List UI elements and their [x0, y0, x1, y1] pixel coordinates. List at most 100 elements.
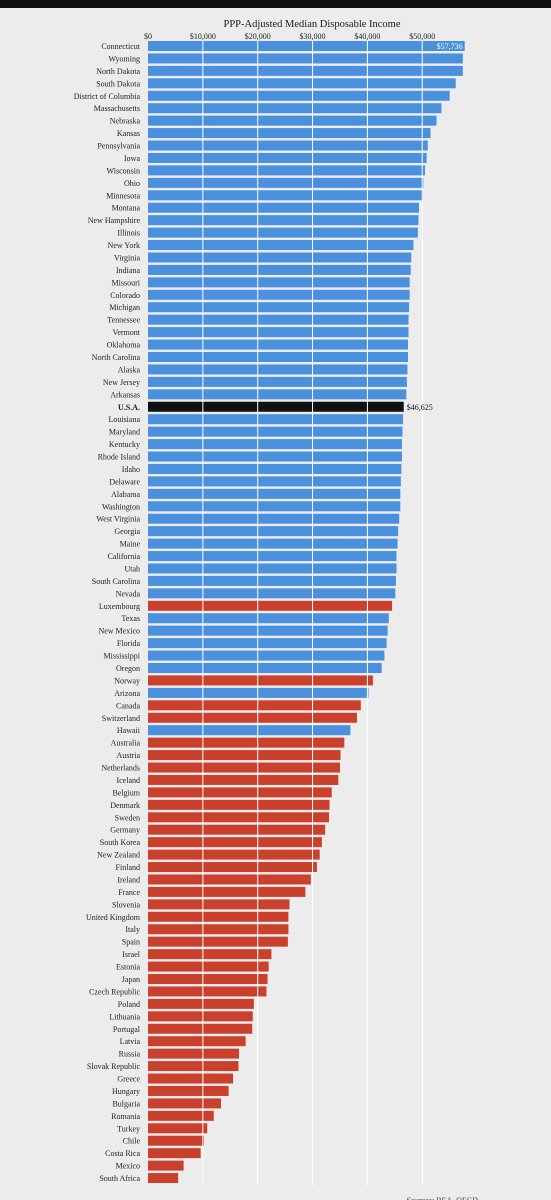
category-label: Kentucky: [109, 440, 140, 449]
category-label: South Dakota: [96, 79, 140, 88]
category-label: Kansas: [117, 129, 140, 138]
bar: [148, 352, 408, 362]
category-label: Connecticut: [101, 42, 140, 51]
bar: [148, 41, 465, 51]
category-label: Florida: [117, 639, 141, 648]
bar: [148, 563, 397, 574]
bar: [148, 426, 403, 437]
category-label: Poland: [118, 1000, 140, 1009]
bar: [148, 725, 351, 736]
chart-title: PPP-Adjusted Median Disposable Income: [223, 19, 400, 30]
bar: [148, 501, 401, 512]
category-label: New York: [108, 241, 140, 250]
category-label: Maine: [120, 540, 141, 549]
bar: [148, 1135, 204, 1146]
category-label: Finland: [116, 863, 140, 872]
category-label: Canada: [116, 701, 140, 710]
category-label: Wyoming: [108, 54, 140, 63]
category-label: Texas: [121, 614, 140, 623]
bar: [148, 1048, 240, 1059]
category-label: Alabama: [111, 490, 140, 499]
x-tick-label: $0: [144, 32, 152, 41]
category-label: Washington: [102, 502, 140, 511]
category-label: Tennessee: [107, 316, 140, 325]
category-label: France: [118, 888, 140, 897]
bar: [148, 1160, 184, 1171]
top-image-strip: [0, 0, 551, 8]
bar: [148, 787, 332, 798]
bar: [148, 165, 425, 176]
bar: [148, 1148, 201, 1159]
category-label: Denmark: [110, 801, 140, 810]
bar: [148, 824, 326, 835]
bar: [148, 538, 398, 549]
bar: [148, 663, 382, 673]
category-label: Vermont: [112, 328, 140, 337]
category-label: Massachusetts: [94, 104, 140, 113]
bar: [148, 90, 450, 101]
category-label: Turkey: [117, 1124, 140, 1133]
x-tick-label: $20,000: [245, 32, 271, 41]
category-label: Arkansas: [110, 390, 140, 399]
category-label: Rhode Island: [98, 453, 140, 462]
category-label: Pennsylvania: [97, 142, 140, 151]
category-label: Mississippi: [104, 652, 141, 661]
category-label: Slovak Republic: [87, 1062, 141, 1071]
bar: [148, 874, 311, 885]
bar: [148, 949, 272, 960]
bar: [148, 376, 407, 387]
bar: [148, 551, 397, 562]
bar: [148, 414, 404, 425]
bar: [148, 575, 396, 586]
bar: [148, 140, 428, 151]
category-label: South Korea: [100, 838, 141, 847]
bar: [148, 215, 419, 226]
category-label: Hungary: [112, 1087, 140, 1096]
bar: [148, 911, 289, 922]
bar: [148, 961, 269, 972]
category-label: Latvia: [120, 1037, 141, 1046]
category-label: Minnesota: [106, 191, 140, 200]
bar: [148, 986, 267, 997]
bar: [148, 463, 402, 474]
category-label: Belgium: [112, 788, 140, 797]
category-label: Russia: [119, 1050, 141, 1059]
category-label: Slovenia: [112, 900, 140, 909]
bar: [148, 476, 401, 487]
category-label: Hawaii: [117, 726, 141, 735]
x-tick-label: $10,000: [190, 32, 216, 41]
category-label: Idaho: [122, 465, 140, 474]
category-label: Utah: [124, 564, 140, 573]
bar: [148, 936, 288, 947]
bar: [148, 862, 317, 873]
category-label: Oklahoma: [107, 341, 141, 350]
category-label: Colorado: [110, 291, 140, 300]
bar: [148, 1173, 179, 1184]
bar: [148, 737, 345, 748]
bar: [148, 451, 402, 462]
category-label: Illinois: [117, 229, 140, 238]
bar: [148, 277, 410, 288]
bar: [148, 289, 410, 300]
category-label: Germany: [110, 826, 140, 835]
category-label: Italy: [125, 925, 140, 934]
bar: [148, 750, 341, 761]
category-label: Estonia: [116, 963, 140, 972]
category-label: New Mexico: [98, 627, 140, 636]
data-label: $46,625: [407, 403, 433, 412]
bar: [148, 389, 407, 400]
bar: [148, 439, 402, 450]
category-label: North Carolina: [92, 353, 141, 362]
category-label: Lithuania: [109, 1012, 140, 1021]
bar: [148, 849, 320, 860]
category-label: Australia: [111, 739, 141, 748]
category-label: Nevada: [116, 589, 141, 598]
category-label: Czech Republic: [89, 987, 140, 996]
category-label: West Virginia: [96, 515, 140, 524]
bar: [148, 1123, 208, 1134]
bar: [148, 190, 423, 201]
bar: [148, 78, 456, 89]
bar: [148, 974, 268, 984]
bar: [148, 1073, 234, 1084]
category-label: New Zealand: [97, 851, 140, 860]
